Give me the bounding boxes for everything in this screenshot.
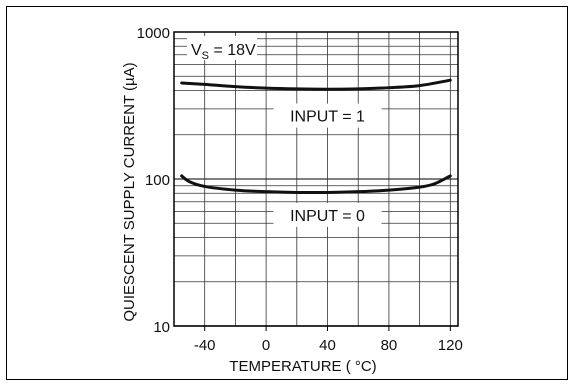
grid <box>173 32 458 327</box>
series-line-input-1 <box>180 78 452 91</box>
x-tick-label: 0 <box>262 337 270 354</box>
chart: VS = 18V QUIESCENT SUPPLY CURRENT (µA) T… <box>121 25 463 375</box>
x-axis-label: TEMPERATURE ( °C) <box>229 358 376 375</box>
plot-border <box>173 31 459 327</box>
figure-frame: VS = 18V QUIESCENT SUPPLY CURRENT (µA) T… <box>6 6 568 380</box>
condition-label: VS = 18V <box>187 36 257 62</box>
series-label-bg <box>273 202 382 227</box>
condition-text: VS = 18V <box>191 42 256 62</box>
condition-main: V <box>191 42 202 59</box>
x-tick-label: 120 <box>438 337 463 354</box>
y-tick-labels: 10 100 1000 <box>137 25 170 336</box>
series-line-input-0 <box>180 174 452 195</box>
series-label: INPUT = 1 <box>290 109 365 126</box>
y-tick-label: 100 <box>145 172 170 189</box>
x-tick-label: 40 <box>319 337 336 354</box>
y-axis-label: QUIESCENT SUPPLY CURRENT (µA) <box>121 62 138 321</box>
x-tick-label: 80 <box>381 337 398 354</box>
y-tick-label: 10 <box>153 319 170 336</box>
x-tick-label: -40 <box>194 337 216 354</box>
series-label-bg <box>273 103 382 128</box>
series-lines <box>180 78 452 195</box>
condition-sub: S <box>202 50 209 62</box>
series-labels: INPUT = 1 INPUT = 0 <box>273 103 382 227</box>
y-tick-label: 1000 <box>137 25 170 42</box>
x-tick-labels: -40 0 40 80 120 <box>194 326 463 354</box>
series-label: INPUT = 0 <box>290 208 365 225</box>
condition-rest: = 18V <box>209 42 256 59</box>
